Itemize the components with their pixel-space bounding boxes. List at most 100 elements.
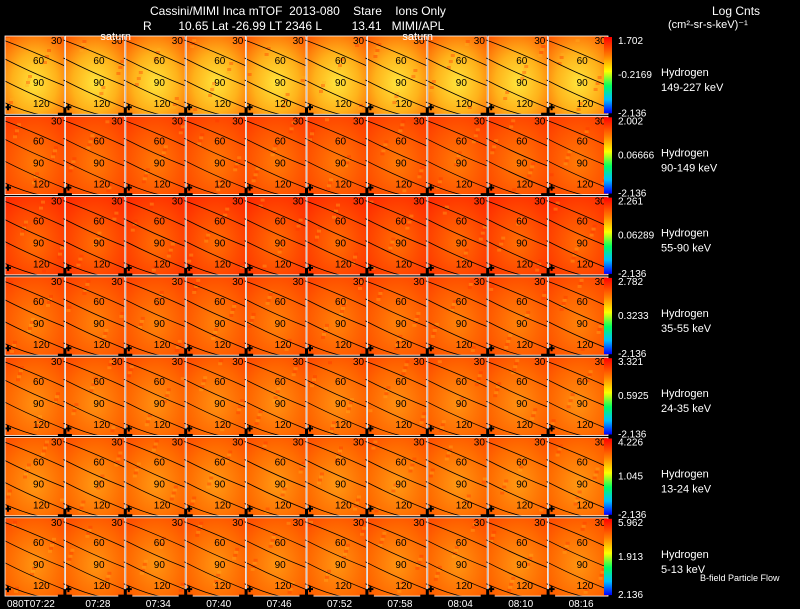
contour-label: 90 bbox=[154, 480, 166, 491]
pixel-speckle bbox=[284, 347, 289, 351]
pitch-angle-contour bbox=[123, 79, 186, 109]
pixel-speckle bbox=[567, 150, 572, 154]
pixel-speckle bbox=[353, 255, 357, 259]
bfield-marker bbox=[5, 104, 11, 111]
pixel-speckle bbox=[325, 118, 329, 122]
pixel-speckle bbox=[92, 380, 97, 384]
pixel-speckle bbox=[346, 158, 350, 162]
pixel-speckle bbox=[99, 92, 104, 95]
pitch-angle-contour bbox=[546, 101, 589, 117]
pixel-speckle bbox=[590, 230, 595, 234]
pixel-speckle bbox=[170, 242, 175, 246]
pixel-speckle bbox=[570, 259, 575, 263]
pixel-speckle bbox=[429, 86, 434, 89]
pixel-speckle bbox=[84, 285, 89, 289]
contour-label: 60 bbox=[335, 56, 347, 67]
pitch-angle-contour bbox=[486, 521, 549, 549]
colorbar-max: 2.261 bbox=[618, 197, 643, 208]
pixel-speckle bbox=[530, 417, 535, 421]
panel-intensity bbox=[427, 276, 488, 356]
pixel-speckle bbox=[347, 155, 351, 159]
panel-border bbox=[125, 115, 186, 196]
contour-label: 120 bbox=[214, 340, 231, 351]
pixel-speckle bbox=[255, 419, 260, 423]
flow-cross-marker bbox=[178, 107, 193, 122]
contour-label: 30 bbox=[51, 277, 63, 288]
contour-label: 30 bbox=[474, 357, 486, 368]
pixel-speckle bbox=[361, 529, 365, 533]
panel-intensity bbox=[186, 437, 246, 516]
pixel-speckle bbox=[346, 410, 350, 414]
pitch-angle-contour bbox=[123, 101, 166, 117]
pixel-speckle bbox=[479, 234, 484, 238]
pixel-speckle bbox=[450, 305, 455, 309]
pitch-angle-contour bbox=[2, 119, 66, 147]
contour-label: 90 bbox=[335, 78, 347, 89]
contour-label: 30 bbox=[353, 116, 365, 127]
pixel-speckle bbox=[227, 453, 232, 457]
contour-label: 60 bbox=[577, 297, 589, 308]
pixel-speckle bbox=[8, 104, 12, 107]
pixel-speckle bbox=[349, 401, 353, 405]
contour-label: 120 bbox=[275, 501, 292, 512]
pixel-speckle bbox=[60, 246, 64, 250]
pixel-speckle bbox=[509, 125, 514, 129]
pixel-speckle bbox=[218, 362, 223, 366]
contour-label: 90 bbox=[214, 560, 226, 571]
contour-label: 60 bbox=[395, 458, 407, 469]
pixel-speckle bbox=[542, 42, 547, 45]
pixel-speckle bbox=[347, 407, 351, 411]
pitch-angle-contour bbox=[184, 400, 247, 430]
contour-label: 90 bbox=[577, 158, 589, 169]
pixel-speckle bbox=[386, 386, 391, 390]
pixel-speckle bbox=[265, 507, 270, 511]
pixel-speckle bbox=[393, 98, 398, 101]
pitch-angle-contour bbox=[244, 218, 307, 247]
panel-intensity bbox=[246, 437, 306, 516]
panel-border bbox=[4, 115, 65, 196]
pixel-speckle bbox=[492, 145, 497, 149]
pixel-speckle bbox=[600, 185, 605, 189]
contour-label: 120 bbox=[456, 99, 473, 110]
pitch-angle-contour bbox=[304, 583, 348, 599]
pixel-speckle bbox=[72, 409, 77, 413]
pixel-speckle bbox=[556, 450, 561, 454]
pixel-speckle bbox=[30, 320, 34, 324]
pixel-speckle bbox=[300, 79, 305, 82]
pixel-speckle bbox=[74, 403, 79, 407]
pixel-speckle bbox=[21, 229, 25, 233]
contour-label: 90 bbox=[214, 319, 226, 330]
contour-label: 120 bbox=[275, 420, 292, 431]
pitch-angle-contour bbox=[184, 539, 247, 569]
pixel-speckle bbox=[260, 198, 265, 202]
contour-label: 90 bbox=[154, 78, 166, 89]
flow-cross-marker bbox=[239, 428, 254, 443]
pixel-speckle bbox=[29, 323, 33, 327]
pixel-speckle bbox=[523, 319, 528, 323]
pixel-speckle bbox=[399, 583, 404, 587]
pixel-speckle bbox=[15, 129, 19, 133]
colorbar-min: -2.136 bbox=[618, 349, 647, 360]
pixel-speckle bbox=[189, 253, 194, 257]
pixel-speckle bbox=[28, 326, 32, 330]
pitch-angle-contour bbox=[425, 137, 488, 167]
pixel-speckle bbox=[312, 378, 316, 382]
pixel-speckle bbox=[52, 152, 56, 156]
pixel-speckle bbox=[344, 549, 348, 553]
panel-intensity bbox=[125, 517, 186, 597]
pitch-angle-contour bbox=[2, 298, 66, 328]
pixel-speckle bbox=[299, 467, 304, 471]
contour-label: 60 bbox=[154, 377, 166, 388]
panel-intensity bbox=[367, 196, 427, 275]
pixel-speckle bbox=[566, 153, 571, 157]
pixel-speckle bbox=[210, 88, 215, 91]
pixel-speckle bbox=[292, 118, 297, 122]
contour-label: 90 bbox=[33, 239, 45, 250]
pixel-speckle bbox=[396, 340, 401, 344]
